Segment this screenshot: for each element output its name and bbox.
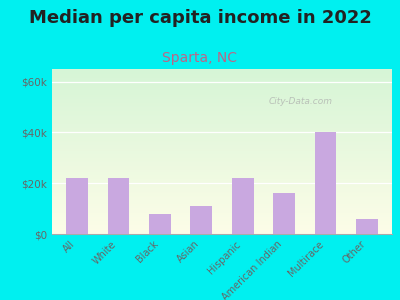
Text: Sparta, NC: Sparta, NC [162, 51, 238, 65]
Text: Median per capita income in 2022: Median per capita income in 2022 [28, 9, 372, 27]
Bar [149, 214, 170, 234]
Bar [66, 178, 88, 234]
Bar [232, 178, 254, 234]
Bar [315, 133, 336, 234]
Bar [274, 194, 295, 234]
Text: City-Data.com: City-Data.com [268, 98, 332, 106]
Bar [108, 178, 129, 234]
Bar [356, 219, 378, 234]
Bar [190, 206, 212, 234]
